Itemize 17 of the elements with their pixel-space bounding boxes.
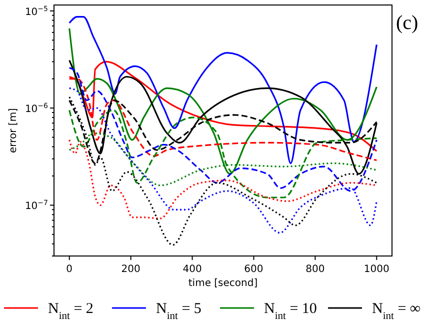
legend-label: N$_{int}$ = ∞ (372, 301, 421, 322)
y-tick-label: 10$^{−7}$ (24, 199, 48, 212)
legend-label: N$_{int}$ = 2 (48, 301, 94, 322)
y-axis-title: error [m] (8, 108, 19, 153)
text: (c) (396, 12, 418, 34)
x-tick-label: 800 (306, 264, 325, 275)
x-tick-label: 0 (66, 264, 73, 275)
line-series (68, 139, 378, 220)
x-tick-label: 600 (244, 264, 264, 275)
legend-label: N$_{int}$ = 5 (156, 301, 202, 322)
legend-label: N$_{int}$ = 10 (264, 301, 317, 322)
x-axis-title: time [second] (188, 278, 258, 289)
x-tick-label: 400 (182, 264, 202, 275)
y-tick-label: 10$^{−5}$ (24, 4, 48, 18)
x-tick-label: 200 (121, 264, 140, 275)
y-tick-label: 10$^{−6}$ (24, 102, 49, 116)
x-tick-label: 1000 (364, 264, 390, 275)
